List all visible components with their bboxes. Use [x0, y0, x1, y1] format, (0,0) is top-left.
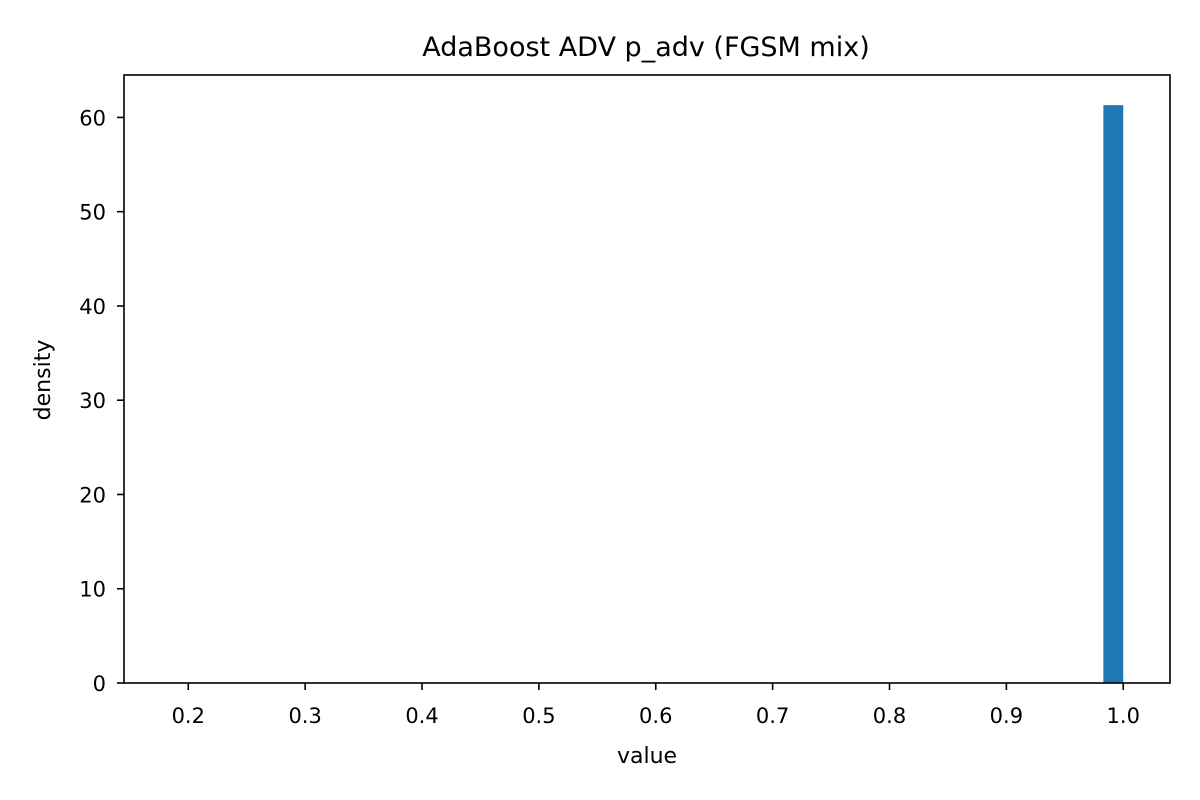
x-tick-label: 0.2 [172, 704, 205, 728]
y-axis-ticks: 0 10 20 30 40 50 60 [79, 106, 124, 696]
x-tick-label: 1.0 [1107, 704, 1140, 728]
x-tick-label: 0.6 [639, 704, 672, 728]
y-tick-label: 40 [79, 295, 106, 319]
x-tick-label: 0.3 [288, 704, 321, 728]
x-tick-label: 0.8 [873, 704, 906, 728]
x-tick-label: 0.5 [522, 704, 555, 728]
x-axis-label: value [617, 744, 677, 769]
y-tick-label: 50 [79, 201, 106, 225]
y-tick-label: 0 [93, 672, 106, 696]
x-tick-label: 0.4 [405, 704, 438, 728]
y-axis-label: density [31, 340, 56, 421]
x-axis-ticks: 0.2 0.3 0.4 0.5 0.6 0.7 0.8 0.9 1.0 [172, 683, 1140, 728]
histogram-bar [1103, 105, 1124, 683]
x-tick-label: 0.9 [990, 704, 1023, 728]
y-tick-label: 20 [79, 483, 106, 507]
y-tick-label: 10 [79, 578, 106, 602]
chart-title: AdaBoost ADV p_adv (FGSM mix) [422, 32, 870, 63]
y-tick-label: 60 [79, 106, 106, 130]
plot-area-frame [123, 74, 1171, 684]
bars-group [1103, 105, 1124, 683]
y-tick-label: 30 [79, 389, 106, 413]
x-tick-label: 0.7 [756, 704, 789, 728]
